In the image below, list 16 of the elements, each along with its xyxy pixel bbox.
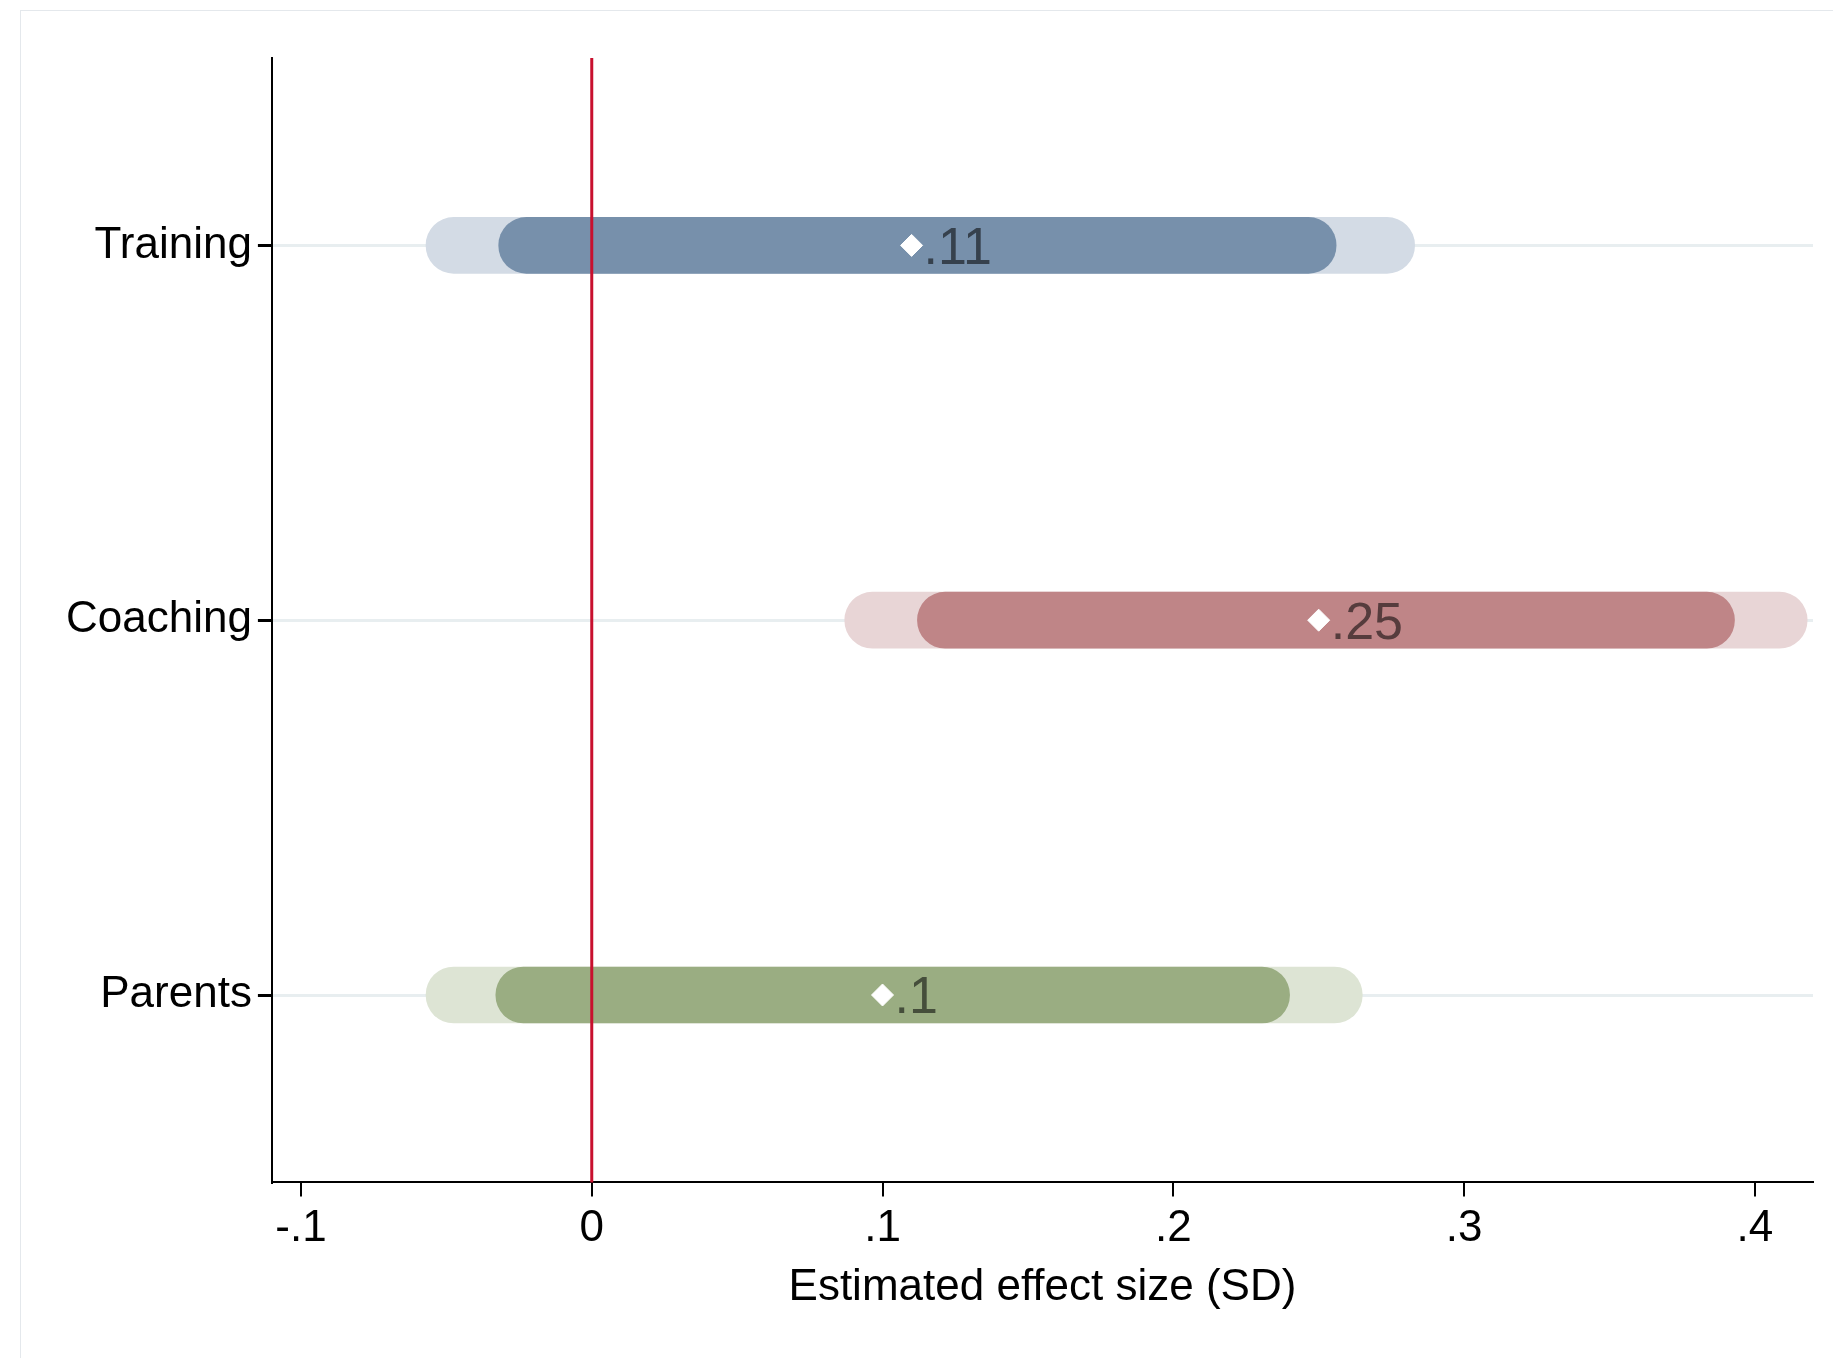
data-label: .11 — [923, 216, 993, 275]
x-tick-label: .1 — [864, 1200, 901, 1250]
y-tick-label: Parents — [100, 967, 252, 1017]
y-tick-label: Training — [94, 217, 252, 267]
bar — [498, 217, 1337, 274]
data-label: .1 — [894, 966, 938, 1025]
x-tick-label: -.1 — [275, 1200, 327, 1250]
bar — [495, 966, 1290, 1024]
x-tick-label: .2 — [1154, 1200, 1192, 1250]
x-tick-label: .3 — [1445, 1200, 1483, 1250]
x-tick-label: 0 — [579, 1200, 604, 1250]
x-axis-title: Estimated effect size (SD) — [788, 1259, 1297, 1309]
bar — [917, 591, 1735, 649]
data-label: .25 — [1330, 591, 1403, 650]
y-tick-label: Coaching — [66, 592, 252, 642]
x-tick-label: .4 — [1736, 1200, 1774, 1250]
